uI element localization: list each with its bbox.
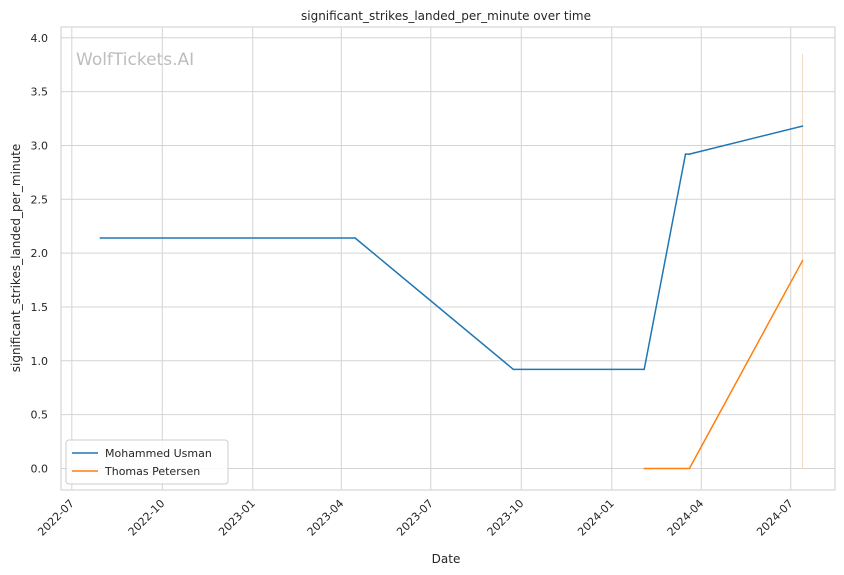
grid [61,27,835,490]
x-tick-label: 2022-07 [35,497,77,539]
y-axis-ticks: 0.0 0.5 1.0 1.5 2.0 2.5 3.0 3.5 4.0 [31,32,49,476]
y-tick-label: 4.0 [31,32,49,45]
legend-box [65,439,229,485]
y-tick-label: 1.5 [31,301,49,314]
y-tick-label: 3.0 [31,139,49,152]
data-point-thomas-petersen [643,467,645,470]
x-tick-label: 2024-04 [665,497,707,539]
y-axis-label: significant_strikes_landed_per_minute [9,144,23,373]
data-point-mohammed-usman [354,237,356,239]
data-point-mohammed-usman [688,153,691,155]
y-tick-label: 0.5 [31,409,49,422]
plot-area [60,26,836,491]
data-point-mohammed-usman [643,368,645,371]
data-point-mohammed-usman [99,237,102,239]
x-tick-label: 2023-04 [305,497,347,539]
legend-label: Thomas Petersen [104,465,200,478]
x-tick-label: 2024-01 [575,497,617,539]
watermark: WolfTickets.AI [76,50,194,70]
x-tick-label: 2023-01 [216,497,258,539]
data-point-thomas-petersen [801,259,804,262]
data-point-mohammed-usman [801,125,804,127]
data-point-mohammed-usman [684,153,687,155]
x-axis-ticks: 2022-07 2022-10 2023-01 2023-04 2023-07 2023-… [35,497,796,539]
y-tick-label: 0.0 [31,462,49,475]
data-point-mohammed-usman [512,368,515,371]
legend: Mohammed Usman Thomas Petersen [65,439,229,485]
y-tick-label: 2.5 [31,193,49,206]
series-lines [99,125,804,470]
legend-label: Mohammed Usman [105,447,212,460]
chart-title: significant_strikes_landed_per_minute ov… [301,9,591,23]
x-axis-label: Date [432,552,461,566]
x-tick-label: 2024-07 [754,497,796,539]
x-tick-label: 2023-10 [485,497,527,539]
y-tick-label: 2.0 [31,247,49,260]
y-tick-label: 3.5 [31,86,49,99]
legend-items: Mohammed Usman Thomas Petersen [72,447,212,478]
y-tick-label: 1.0 [31,355,49,368]
x-tick-label: 2023-07 [394,497,436,539]
data-point-thomas-petersen [688,467,691,470]
x-tick-label: 2022-10 [126,497,168,539]
